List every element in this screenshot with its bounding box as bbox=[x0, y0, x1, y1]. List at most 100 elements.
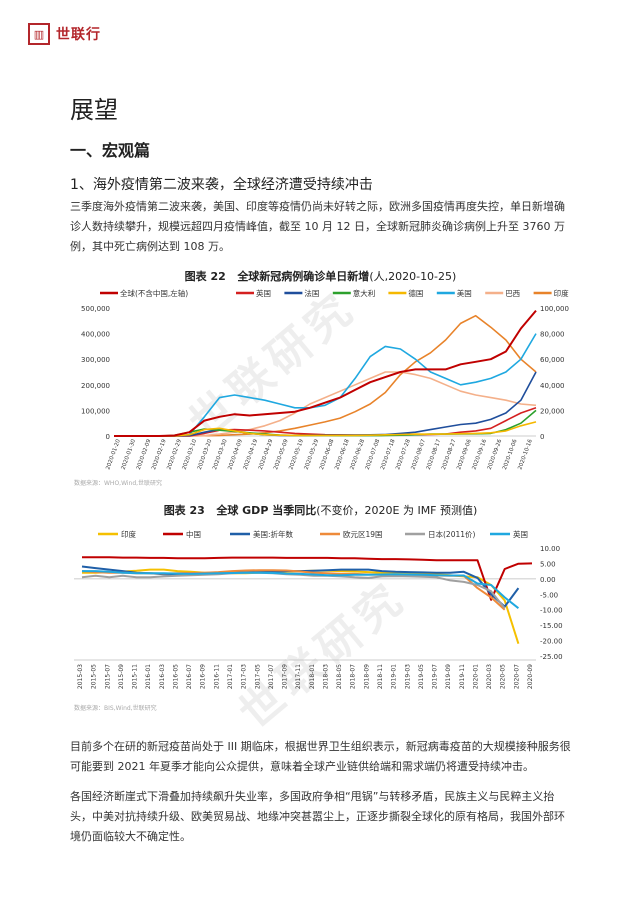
x-tick: 2016-01 bbox=[145, 664, 152, 689]
x-tick: 2020-09 bbox=[527, 664, 534, 689]
series-line-germany bbox=[114, 421, 537, 437]
brand-header: ▥ 世联行 bbox=[28, 22, 101, 46]
paragraph-intro: 三季度海外疫情第二波来袭，美国、印度等疫情仍尚未好转之际，欧洲多国疫情再度失控，… bbox=[70, 200, 565, 253]
series-line-france bbox=[114, 371, 537, 437]
x-tick: 2018-11 bbox=[377, 664, 384, 689]
series-line-jp bbox=[81, 571, 506, 609]
x-tick: 2020-05-19 bbox=[288, 438, 305, 471]
paragraph-vaccine: 目前多个在研的新冠疫苗尚处于 III 期临床，根据世界卫生组织表示，新冠病毒疫苗… bbox=[70, 740, 571, 773]
figure23-name: 全球 GDP 当季同比 bbox=[216, 504, 317, 517]
legend-label: 英国 bbox=[513, 529, 528, 539]
x-tick: 2019-03 bbox=[404, 664, 411, 689]
x-tick: 2016-11 bbox=[213, 664, 220, 689]
x-tick: 2016-09 bbox=[200, 664, 207, 689]
x-tick: 2020-07-08 bbox=[365, 438, 382, 471]
y-tick: 10.00 bbox=[540, 545, 560, 553]
x-tick: 2019-07 bbox=[432, 664, 439, 689]
x-tick: 2018-05 bbox=[336, 664, 343, 689]
x-tick: 2020-05 bbox=[500, 664, 507, 689]
x-tick: 2020-09-16 bbox=[472, 438, 489, 471]
series-line-cn bbox=[82, 556, 533, 601]
x-tick: 2019-05 bbox=[418, 664, 425, 689]
x-tick: 2020-04-09 bbox=[227, 438, 244, 471]
y-tick: -25.00 bbox=[540, 653, 563, 661]
x-tick: 2020-07-18 bbox=[380, 438, 397, 471]
y-tick: -5.00 bbox=[540, 591, 558, 599]
y-left-tick: 100,000 bbox=[81, 407, 110, 415]
figure23-title: 图表 23 全球 GDP 当季同比(不变价，2020E 为 IMF 预测值) bbox=[0, 502, 641, 518]
legend-label: 欧元区19国 bbox=[343, 529, 383, 539]
x-tick: 2020-03 bbox=[486, 664, 493, 689]
x-tick: 2016-05 bbox=[172, 664, 179, 689]
page-title: 展望 bbox=[70, 96, 118, 124]
legend-label: 意大利 bbox=[353, 288, 376, 298]
x-tick: 2020-10-06 bbox=[502, 438, 519, 471]
x-tick: 2020-06-18 bbox=[334, 438, 351, 471]
x-tick: 2017-09 bbox=[282, 664, 289, 689]
x-tick: 2020-06-08 bbox=[319, 438, 336, 471]
x-tick: 2017-07 bbox=[268, 664, 275, 689]
x-tick: 2020-03-30 bbox=[212, 438, 229, 471]
x-tick: 2018-09 bbox=[363, 664, 370, 689]
legend-label: 德国 bbox=[408, 288, 423, 298]
x-tick: 2020-07-28 bbox=[395, 438, 412, 471]
paragraph-outlook: 各国经济断崖式下滑叠加持续飙升失业率，多国政府争相“甩锅”与转移矛盾，民族主义与… bbox=[70, 790, 565, 843]
figure22-suffix: (人,2020-10-25) bbox=[369, 270, 457, 283]
x-tick: 2018-07 bbox=[350, 664, 357, 689]
x-tick: 2015-05 bbox=[91, 664, 98, 689]
x-tick: 2020-02-19 bbox=[151, 438, 168, 471]
x-tick: 2019-01 bbox=[391, 664, 398, 689]
series-line-global bbox=[114, 309, 537, 437]
y-right-tick: 100,000 bbox=[540, 305, 569, 313]
figure23-source: 数据来源：BIS,Wind,世联研究 bbox=[74, 705, 157, 712]
y-left-tick: 0 bbox=[106, 433, 110, 441]
x-tick: 2020-07 bbox=[513, 664, 520, 689]
y-right-tick: 60,000 bbox=[540, 356, 565, 364]
x-tick: 2018-03 bbox=[322, 664, 329, 689]
series-line-usa bbox=[114, 333, 537, 437]
x-tick: 2020-09-26 bbox=[487, 438, 504, 471]
legend-label: 英国 bbox=[256, 288, 271, 298]
x-tick: 2020-01 bbox=[472, 664, 479, 689]
brand-name: 世联行 bbox=[56, 27, 101, 43]
y-tick: -10.00 bbox=[540, 607, 563, 615]
x-tick: 2020-10-16 bbox=[517, 438, 534, 471]
legend-label: 中国 bbox=[186, 529, 201, 539]
y-left-tick: 400,000 bbox=[81, 331, 110, 339]
legend-label: 印度 bbox=[554, 288, 570, 298]
y-right-tick: 40,000 bbox=[540, 382, 565, 390]
x-tick: 2017-05 bbox=[254, 664, 261, 689]
x-tick: 2020-08-17 bbox=[426, 438, 443, 471]
x-tick: 2020-01-30 bbox=[121, 438, 138, 471]
x-tick: 2017-01 bbox=[227, 664, 234, 689]
legend-label: 美国 bbox=[457, 288, 472, 298]
x-tick: 2020-08-27 bbox=[441, 438, 458, 471]
figure23-suffix: (不变价，2020E 为 IMF 预测值) bbox=[316, 504, 478, 517]
series-line-brazil bbox=[114, 371, 537, 437]
figure23-chart: 印度 中国 美国:折年数 欧元区19国 日本(2011价) 英国 10.00 5.00 0.00… bbox=[74, 529, 563, 689]
figure22-number: 图表 22 bbox=[184, 270, 226, 283]
figure22-chart: 全球(不含中国,左轴) 英国 法国 意大利 德国 美国 巴西 印度 500,000 400,000… bbox=[81, 288, 570, 471]
x-tick: 2020-04-19 bbox=[243, 438, 260, 471]
x-tick: 2019-09 bbox=[445, 664, 452, 689]
y-tick: 0.00 bbox=[540, 576, 556, 584]
series-line-uk_gdp bbox=[82, 570, 520, 609]
legend-label: 全球(不含中国,左轴) bbox=[120, 288, 188, 298]
section-heading: 一、宏观篇 bbox=[70, 141, 151, 160]
sub-heading: 1、海外疫情第二波来袭，全球经济遭受持续冲击 bbox=[70, 177, 373, 193]
figure22-title: 图表 22 全球新冠病例确诊单日新增(人,2020-10-25) bbox=[0, 268, 641, 284]
y-tick: 5.00 bbox=[540, 560, 556, 568]
x-tick: 2020-05-09 bbox=[273, 438, 290, 471]
x-tick: 2020-02-09 bbox=[136, 438, 153, 471]
x-tick: 2017-11 bbox=[295, 664, 302, 689]
x-tick: 2015-03 bbox=[77, 664, 84, 689]
x-tick: 2020-04-29 bbox=[258, 438, 275, 471]
series-line-india bbox=[114, 314, 537, 437]
figure22-source: 数据来源：WHO,Wind,世联研究 bbox=[74, 480, 163, 487]
x-tick: 2015-11 bbox=[132, 664, 139, 689]
y-tick: -15.00 bbox=[540, 622, 563, 630]
y-left-tick: 200,000 bbox=[81, 382, 110, 390]
y-tick: -20.00 bbox=[540, 638, 563, 646]
x-tick: 2020-03-20 bbox=[197, 438, 214, 471]
x-tick: 2016-07 bbox=[186, 664, 193, 689]
